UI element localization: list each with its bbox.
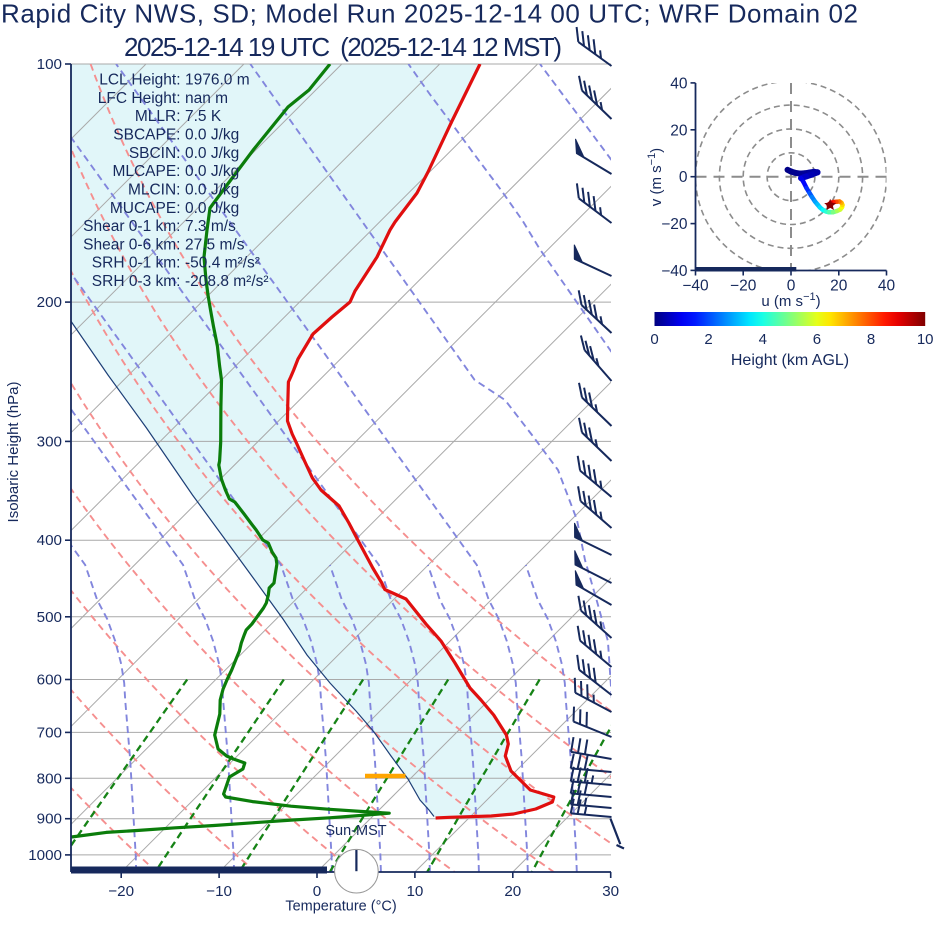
svg-text:-50.4 m²/s²: -50.4 m²/s² xyxy=(185,255,260,272)
svg-text:10: 10 xyxy=(406,883,423,900)
svg-text:20: 20 xyxy=(670,122,688,139)
svg-text:0: 0 xyxy=(787,278,796,295)
svg-text:300: 300 xyxy=(37,433,62,450)
svg-text:4: 4 xyxy=(759,331,767,348)
svg-text:6: 6 xyxy=(813,331,821,348)
svg-text:−20: −20 xyxy=(730,278,757,295)
svg-text:MLCIN:: MLCIN: xyxy=(128,182,181,199)
svg-text:Temperature (°C): Temperature (°C) xyxy=(285,899,396,915)
svg-text:7.5 K: 7.5 K xyxy=(185,108,222,125)
svg-text:0.0 J/kg: 0.0 J/kg xyxy=(185,200,239,217)
svg-text:Isobaric Height (hPa): Isobaric Height (hPa) xyxy=(5,382,22,523)
svg-text:7.3 m/s: 7.3 m/s xyxy=(185,218,236,235)
svg-text:700: 700 xyxy=(37,724,62,741)
svg-text:0: 0 xyxy=(313,883,321,900)
svg-text:Shear 0-6 km:: Shear 0-6 km: xyxy=(83,236,180,253)
svg-text:LFC Height:: LFC Height: xyxy=(98,90,181,107)
svg-text:−20: −20 xyxy=(108,883,134,900)
svg-text:10: 10 xyxy=(917,331,934,348)
svg-text:SBCIN:: SBCIN: xyxy=(129,145,181,162)
svg-text:−20: −20 xyxy=(661,216,688,233)
svg-text:27.5 m/s: 27.5 m/s xyxy=(185,236,245,253)
svg-text:−10: −10 xyxy=(206,883,232,900)
svg-text:nan m: nan m xyxy=(185,90,228,107)
svg-text:20: 20 xyxy=(830,278,848,295)
svg-text:40: 40 xyxy=(670,75,688,92)
svg-text:0.0 J/kg: 0.0 J/kg xyxy=(185,127,239,144)
svg-text:LCL Height:: LCL Height: xyxy=(99,72,180,89)
svg-text:0.0 J/kg: 0.0 J/kg xyxy=(185,163,239,180)
svg-text:2: 2 xyxy=(704,331,712,348)
svg-text:40: 40 xyxy=(878,278,896,295)
svg-text:30: 30 xyxy=(602,883,619,900)
svg-text:200: 200 xyxy=(37,294,62,311)
svg-text:SBCAPE:: SBCAPE: xyxy=(113,127,180,144)
svg-text:100: 100 xyxy=(37,56,62,73)
svg-text:0.0 J/kg: 0.0 J/kg xyxy=(185,145,239,162)
svg-text:Shear 0-1 km:: Shear 0-1 km: xyxy=(83,218,180,235)
svg-text:-208.8 m²/s²: -208.8 m²/s² xyxy=(185,273,269,290)
svg-text:1000: 1000 xyxy=(28,847,62,864)
svg-text:2025-12-14 19 UTC (2025-12-14: 2025-12-14 19 UTC (2025-12-14 12 MST) xyxy=(124,32,562,62)
svg-text:600: 600 xyxy=(37,672,62,689)
svg-text:−40: −40 xyxy=(682,278,709,295)
svg-text:SRH 0-3 km:: SRH 0-3 km: xyxy=(92,273,181,290)
svg-text:Sun-MST: Sun-MST xyxy=(325,823,386,839)
svg-text:SRH 0-1 km:: SRH 0-1 km: xyxy=(92,255,181,272)
svg-text:20: 20 xyxy=(504,883,521,900)
svg-text:800: 800 xyxy=(37,770,62,787)
svg-text:0: 0 xyxy=(650,331,658,348)
svg-text:1976.0 m: 1976.0 m xyxy=(185,72,250,89)
svg-text:500: 500 xyxy=(37,609,62,626)
svg-text:8: 8 xyxy=(867,331,875,348)
svg-text:MLCAPE:: MLCAPE: xyxy=(112,163,180,180)
svg-text:900: 900 xyxy=(37,811,62,828)
svg-text:Height (km AGL): Height (km AGL) xyxy=(731,352,849,369)
svg-text:0.0 J/kg: 0.0 J/kg xyxy=(185,182,239,199)
svg-text:MLLR:: MLLR: xyxy=(135,108,181,125)
svg-text:MUCAPE:: MUCAPE: xyxy=(110,200,181,217)
svg-text:400: 400 xyxy=(37,532,62,549)
svg-text:Rapid City NWS, SD; Model Run: Rapid City NWS, SD; Model Run 2025-12-14… xyxy=(1,0,858,29)
svg-text:0: 0 xyxy=(679,169,688,186)
